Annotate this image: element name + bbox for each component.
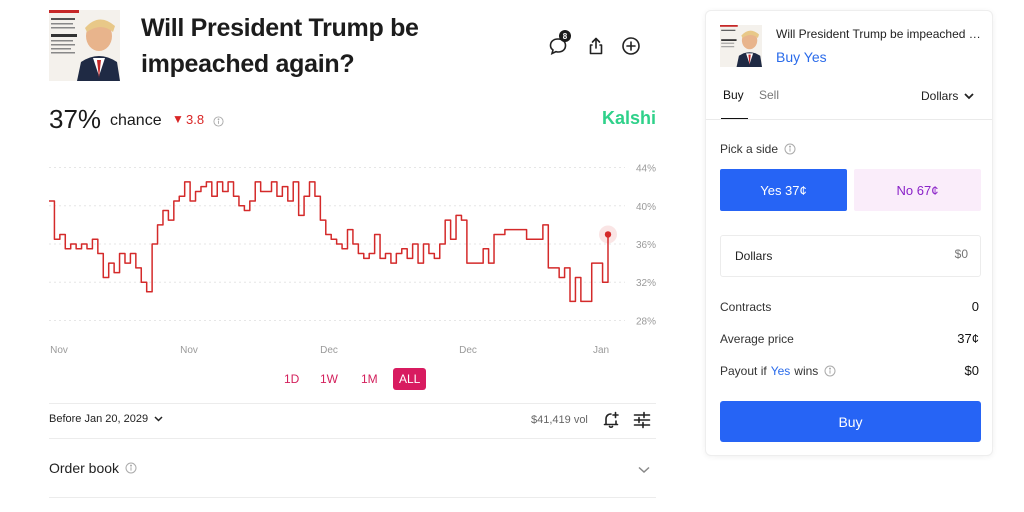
chance-change: 3.8	[186, 112, 205, 127]
market-title: Will President Trump be impeached again?	[141, 14, 419, 78]
range-all-button[interactable]: ALL	[393, 368, 427, 390]
x-tick-label: Nov	[50, 345, 68, 356]
close-date-label: Before Jan 20, 2029	[49, 413, 149, 425]
buy-button[interactable]: Buy	[720, 401, 981, 442]
payout-side: Yes	[770, 364, 791, 378]
payout-label: Payout if Yes wins	[720, 364, 836, 378]
trade-market-title: Will President Trump be impeached again?	[776, 27, 981, 41]
price-chart: 44% 40% 36% 32% 28% Nov Nov Dec Dec Jan	[49, 164, 656, 356]
yes-side-button[interactable]: Yes 37¢	[720, 169, 847, 211]
tab-sell[interactable]: Sell	[759, 88, 780, 102]
x-tick-label: Nov	[180, 345, 198, 356]
x-tick-label: Dec	[459, 345, 477, 356]
sliders-icon[interactable]	[631, 409, 653, 431]
x-tick-label: Dec	[320, 345, 338, 356]
no-side-button[interactable]: No 67¢	[854, 169, 981, 211]
y-tick-label: 44%	[636, 164, 656, 175]
payout-suffix: wins	[794, 364, 819, 378]
pick-side-label: Pick a side	[720, 142, 779, 156]
chance-row: 37% chance ▼ 3.8 Kalshi	[49, 104, 659, 136]
order-book-label: Order book	[49, 460, 120, 476]
down-triangle-icon: ▼	[172, 112, 184, 126]
amount-field[interactable]: Dollars	[720, 235, 981, 277]
trade-card: Will President Trump be impeached again?…	[705, 10, 993, 456]
chevron-down-icon[interactable]	[637, 461, 651, 479]
y-tick-label: 32%	[636, 278, 656, 289]
payout-value: $0	[964, 363, 979, 378]
bell-plus-icon[interactable]	[600, 409, 622, 431]
divider	[49, 497, 656, 498]
chevron-down-icon	[154, 416, 163, 422]
info-icon	[125, 462, 137, 474]
brand-logo: Kalshi	[601, 108, 656, 128]
divider	[49, 403, 656, 404]
market-image	[720, 25, 762, 67]
divider	[49, 438, 656, 439]
contracts-label: Contracts	[720, 300, 772, 314]
y-tick-label: 28%	[636, 316, 656, 327]
range-1w-button[interactable]: 1W	[320, 372, 338, 386]
info-icon[interactable]	[784, 143, 796, 155]
comment-icon[interactable]	[545, 33, 571, 59]
amount-input[interactable]	[888, 247, 968, 261]
volume-label: $41,419 vol	[531, 414, 588, 426]
market-image	[49, 10, 120, 81]
close-date-select[interactable]: Before Jan 20, 2029	[49, 413, 163, 425]
amount-label: Dollars	[735, 249, 773, 263]
payout-prefix: Payout if	[720, 364, 767, 378]
range-1m-button[interactable]: 1M	[361, 372, 378, 386]
average-price-label: Average price	[720, 332, 794, 346]
unit-select-value: Dollars	[921, 89, 959, 103]
pick-side-label-row: Pick a side	[720, 142, 796, 156]
contracts-value: 0	[971, 299, 979, 314]
info-icon[interactable]	[824, 365, 836, 377]
comments-count-badge: 8	[559, 30, 571, 42]
tab-buy[interactable]: Buy	[723, 88, 744, 102]
plus-circle-icon[interactable]	[618, 33, 644, 59]
unit-select[interactable]: Dollars	[921, 89, 974, 103]
y-tick-label: 36%	[636, 240, 656, 251]
range-1d-button[interactable]: 1D	[284, 372, 300, 386]
order-book-toggle[interactable]: Order book	[49, 460, 137, 476]
trade-action-label: Buy Yes	[776, 49, 827, 65]
average-price-value: 37¢	[957, 331, 979, 346]
share-icon[interactable]	[583, 33, 609, 59]
x-tick-label: Jan	[593, 345, 609, 356]
chance-label: chance	[110, 112, 162, 129]
chance-value: 37%	[49, 104, 102, 134]
series-line	[49, 181, 609, 303]
current-point	[604, 231, 612, 238]
divider	[706, 119, 992, 120]
y-tick-label: 40%	[636, 202, 656, 213]
chevron-down-icon	[964, 92, 974, 99]
info-icon[interactable]	[213, 114, 224, 132]
